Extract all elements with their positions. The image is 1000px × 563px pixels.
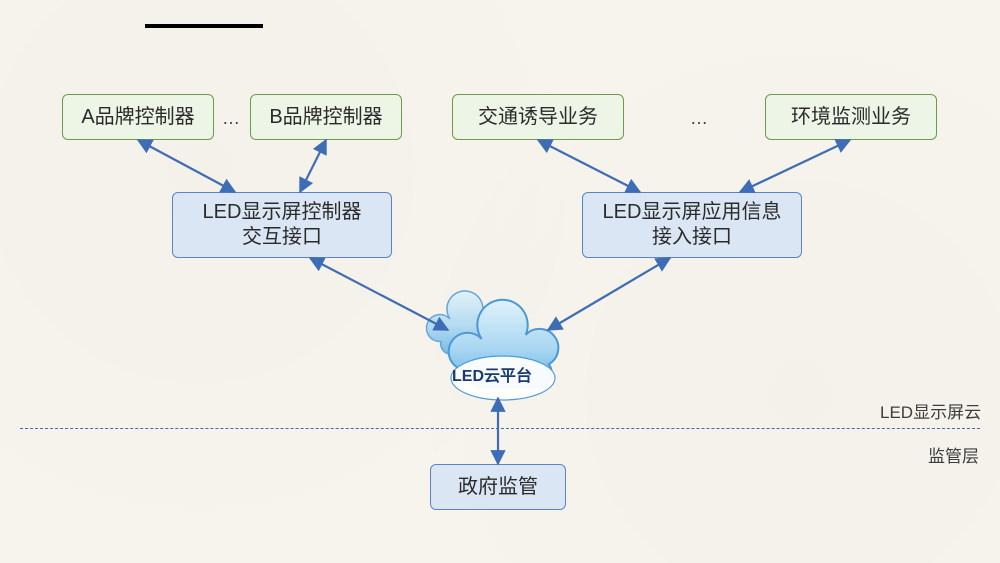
connector-arrow [138, 140, 235, 192]
accent-bar [145, 24, 263, 28]
side-label-upper: LED显示屏云 [880, 398, 981, 423]
box-a-controller: A品牌控制器 [62, 94, 214, 140]
ellipsis-left: … [222, 108, 240, 129]
cloud-platform [418, 288, 578, 408]
box-app-interface: LED显示屏应用信息接入接口 [582, 192, 802, 258]
connector-arrow [740, 140, 850, 192]
side-label-lower: 监管层 [928, 442, 979, 467]
box-label: 交通诱导业务 [478, 105, 598, 130]
box-government: 政府监管 [430, 464, 566, 510]
box-traffic: 交通诱导业务 [452, 94, 624, 140]
box-env: 环境监测业务 [765, 94, 937, 140]
box-label: 政府监管 [458, 475, 538, 500]
connector-arrow [300, 140, 326, 192]
box-b-controller: B品牌控制器 [250, 94, 402, 140]
box-label: A品牌控制器 [81, 105, 194, 130]
box-label: LED显示屏应用信息接入接口 [603, 200, 782, 250]
box-label: B品牌控制器 [269, 105, 382, 130]
cloud-icon [418, 288, 578, 408]
box-label: LED显示屏控制器交互接口 [203, 200, 362, 250]
box-label: 环境监测业务 [791, 105, 911, 130]
ellipsis-right: … [690, 108, 708, 129]
box-led-interface: LED显示屏控制器交互接口 [172, 192, 392, 258]
section-divider [20, 428, 980, 429]
connector-arrow [538, 140, 640, 192]
